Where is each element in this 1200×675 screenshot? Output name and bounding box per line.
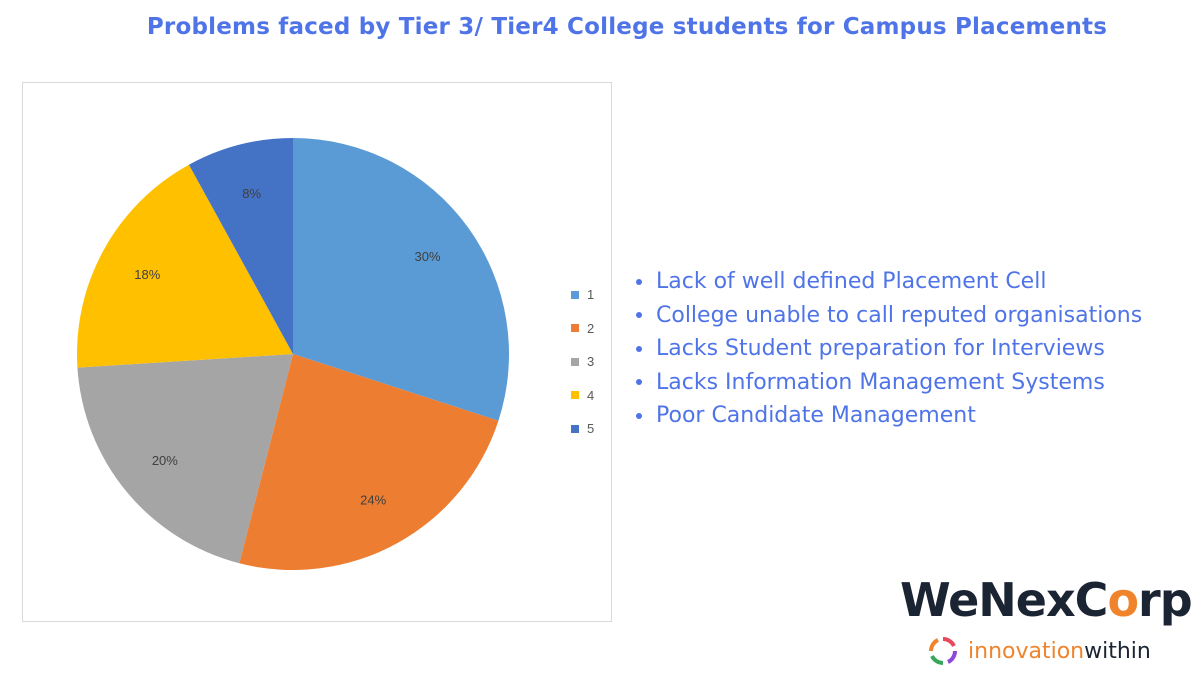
logo-text-part1: WeNexC (900, 573, 1108, 627)
arrows-cycle-icon (928, 636, 958, 666)
slice-value-label: 20% (152, 453, 178, 468)
slice-value-label: 24% (360, 493, 386, 508)
reasons-list: Lack of well defined Placement Cell Coll… (636, 265, 1142, 433)
reason-text: Lack of well defined Placement Cell (656, 269, 1047, 294)
reason-item: Lacks Student preparation for Interviews (636, 332, 1142, 366)
legend-swatch (571, 324, 579, 333)
pie-slice-4 (77, 164, 293, 368)
pie-slice-1 (293, 138, 510, 421)
legend-item: 5 (571, 412, 594, 446)
pie-chart: 30% 24% 20% 18% 8% (77, 138, 510, 570)
tagline-part1: i (968, 638, 975, 664)
legend-label: 1 (587, 287, 595, 303)
reason-text: Poor Candidate Management (656, 403, 976, 428)
pie-slice-5 (188, 138, 293, 354)
legend-label: 3 (587, 354, 595, 370)
chart-title: Problems faced by Tier 3/ Tier4 College … (146, 14, 1108, 40)
chart-legend: 1 2 3 4 5 (571, 278, 594, 446)
bullet-icon (636, 345, 642, 352)
bullet-icon (636, 379, 642, 386)
legend-item: 1 (571, 278, 594, 312)
slice-value-label: 18% (134, 267, 160, 282)
reason-text: Lacks Information Management Systems (656, 369, 1105, 395)
reason-text: College unable to call reputed organisat… (656, 302, 1143, 328)
legend-swatch (571, 290, 579, 299)
legend-swatch (571, 424, 579, 433)
legend-label: 4 (587, 387, 595, 403)
tagline-part2: nnovation (974, 638, 1085, 664)
logo-text-part2: o (1107, 573, 1139, 627)
slice-value-label: 8% (242, 186, 261, 201)
reason-item: College unable to call reputed organisat… (636, 299, 1142, 333)
legend-label: 5 (587, 421, 595, 437)
company-logo: WeNexCorp (900, 570, 1193, 630)
pie-slice-2 (239, 354, 499, 570)
tagline-part3: within (1084, 638, 1151, 664)
reason-item: Lacks Information Management Systems (636, 366, 1142, 400)
bullet-icon (636, 278, 642, 285)
legend-item: 3 (571, 345, 594, 379)
legend-swatch (571, 391, 579, 400)
chart-area: 30% 24% 20% 18% 8% 1 2 3 4 5 (22, 82, 612, 622)
legend-label: 2 (587, 320, 595, 336)
reason-item: Poor Candidate Management (636, 399, 1142, 433)
reason-text: Lacks Student preparation for Interviews (656, 336, 1105, 361)
legend-swatch (571, 357, 579, 366)
slice-value-label: 30% (415, 249, 441, 264)
tagline: i nnovation within (928, 636, 1151, 666)
bullet-icon (636, 412, 642, 419)
pie-slice-3 (77, 354, 293, 564)
legend-item: 4 (571, 379, 594, 413)
reason-item: Lack of well defined Placement Cell (636, 265, 1142, 299)
bullet-icon (636, 312, 642, 319)
logo-text-part3: rp (1138, 573, 1193, 627)
legend-item: 2 (571, 312, 594, 346)
